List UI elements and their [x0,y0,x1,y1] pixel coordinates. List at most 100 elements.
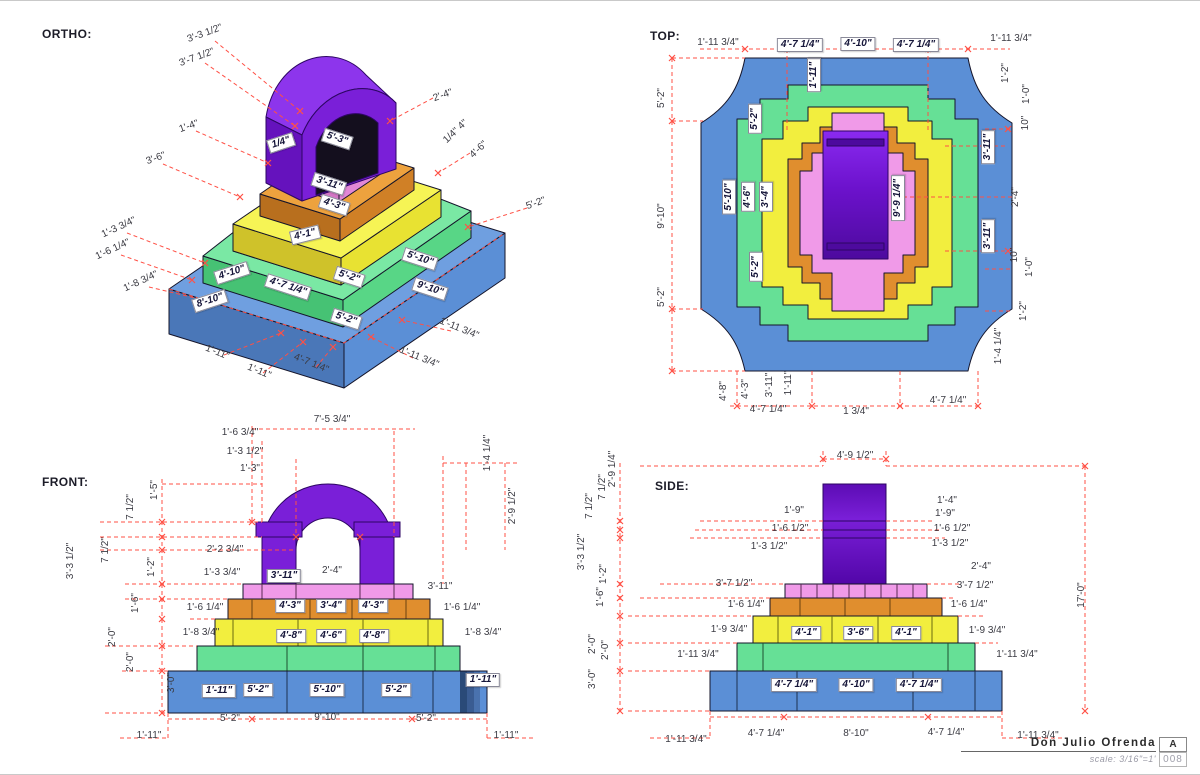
dim-label: 3'-11" [764,372,775,398]
dim-label: 3'-3 1/2" [65,542,76,580]
dim-label: 3'-4" [759,182,773,212]
dim-label: 7 1/2" [584,493,595,519]
dim-label: 5'-10" [722,179,736,215]
dim-label: 5'-2" [220,713,240,724]
dim-label: 4'-10" [838,678,874,692]
dim-label: 4'-7 1/4" [929,395,967,406]
dim-label: 7 1/2" [125,494,136,520]
dim-label: 5'-2" [243,683,273,697]
dim-label: 1'-6 1/4" [950,599,988,610]
dim-label: 1'-4 1/4" [482,434,493,472]
dim-label: 3'-6" [843,626,873,640]
dim-label: 1'-6 1/4" [186,602,224,613]
dim-label: 3'-11" [266,569,302,583]
dim-label: 8'-10" [843,728,869,739]
dim-label: 10" [1020,115,1031,131]
dim-label: 1'-5" [149,480,160,500]
dim-label: 1'-11" [465,673,501,687]
dim-label: 1'-6 1/4" [727,599,765,610]
dim-label: 1'-11 3/4" [665,734,707,745]
revision-box: A [1159,737,1187,752]
dim-label: 9'-9 1/4" [891,174,905,222]
dim-label: 1'-11" [136,730,162,741]
scale-note: scale: 3/16"=1' [1089,754,1156,764]
dim-label: 1'-4" [937,495,957,506]
dim-label: 1'-11 3/4" [677,649,719,660]
dim-label: 1'-11 3/4" [1017,730,1059,741]
dim-label: 2'-9 1/2" [507,487,518,525]
dim-label: 1'-9" [784,505,804,516]
dim-label: 1'-9" [935,508,955,519]
top-view-title: TOP: [650,29,681,43]
dim-label: 3'-11" [981,218,995,254]
dim-label: 1'-2" [598,564,609,584]
dim-label: 3'-0" [587,669,598,689]
dim-label: 1'-11 3/4" [990,33,1032,44]
dim-label: 4'-9 1/2" [836,450,874,461]
sheet-number-box: 008 [1159,752,1187,767]
dim-label: 1'-11" [783,370,794,396]
dim-label: 3'-7 1/2" [715,578,753,589]
dim-label: 1'-3 1/2" [931,538,969,549]
dim-label: 1'-2" [1000,63,1011,83]
dim-label: 5'-2" [416,713,436,724]
dim-label: 1'-8 3/4" [464,627,502,638]
dim-label: 3'-3 1/2" [576,533,587,571]
dim-label: 1'-9 3/4" [710,624,748,635]
side-view-title: SIDE: [655,479,690,493]
dim-label: 1'-0" [1024,257,1035,277]
dim-label: 9'-10" [656,203,667,229]
ortho-view-drawing [168,56,506,389]
dim-label: 4'-7 1/4" [927,727,965,738]
dim-label: 4'-3" [358,599,388,613]
front-view-title: FRONT: [42,475,89,489]
dim-label: 3'-0" [166,673,177,693]
dim-label: 1'-3 1/2" [750,541,788,552]
dim-label: 1'-6 3/4" [221,427,259,438]
dim-label: 4'-6" [316,629,346,643]
dim-label: 1'-11" [493,730,519,741]
dim-label: 17'-0" [1076,582,1087,608]
ortho-view-title: ORTHO: [42,27,92,41]
dim-label: 5'-2" [656,287,667,307]
dim-label: 4'-10" [840,37,876,51]
dim-label: 1'-11" [201,684,237,698]
dim-label: 4'-7 1/4" [892,38,940,52]
dim-label: 1 3/4" [843,406,869,417]
dim-label: 5'-2" [656,88,667,108]
dim-label: 2'-0" [125,652,136,672]
dim-label: 3'-11" [427,581,453,592]
dim-label: 1'-8 3/4" [182,627,220,638]
dim-label: 5'-2" [381,683,411,697]
dim-label: 1'-6 1/2" [771,523,809,534]
dim-label: 5'-10" [309,683,345,697]
top-view-drawing [700,57,1013,372]
dim-label: 2'-0" [600,640,611,660]
dim-label: 2'-9 1/4" [607,450,618,488]
dim-label: 5'-2" [749,252,763,282]
dim-label: 4'-8" [276,629,306,643]
dim-label: 4'-1" [891,626,921,640]
dim-label: 2'-4" [1010,187,1021,207]
dim-label: 2'-0" [107,627,118,647]
dim-label: 4'-7 1/4" [776,38,824,52]
dim-label: 9'-10" [314,712,340,723]
dim-label: 10" [1009,247,1020,263]
dim-label: 7 1/2" [100,537,111,563]
dim-label: 1'-6 1/4" [443,602,481,613]
dim-label: 4'-1" [791,626,821,640]
dim-label: 4'-8" [718,381,729,401]
dim-label: 1'-2" [146,557,157,577]
dim-label: 7 1/2" [597,474,608,500]
dim-label: 1'-6 1/2" [933,523,971,534]
dim-label: 4'-7 1/4" [747,728,785,739]
title-block: Don Julio Ofrenda scale: 3/16"=1' A 008 [955,737,1187,768]
dim-label: 1'-11" [807,57,821,93]
dim-label: 2'-4" [971,561,991,572]
dim-label: 4'-6" [741,182,755,212]
dim-label: 1'-6" [130,593,141,613]
dim-label: 5'-2" [748,104,762,134]
dim-label: 1'-3 3/4" [203,567,241,578]
dim-label: 4'-8" [359,629,389,643]
dim-label: 1'-11 3/4" [697,37,739,48]
